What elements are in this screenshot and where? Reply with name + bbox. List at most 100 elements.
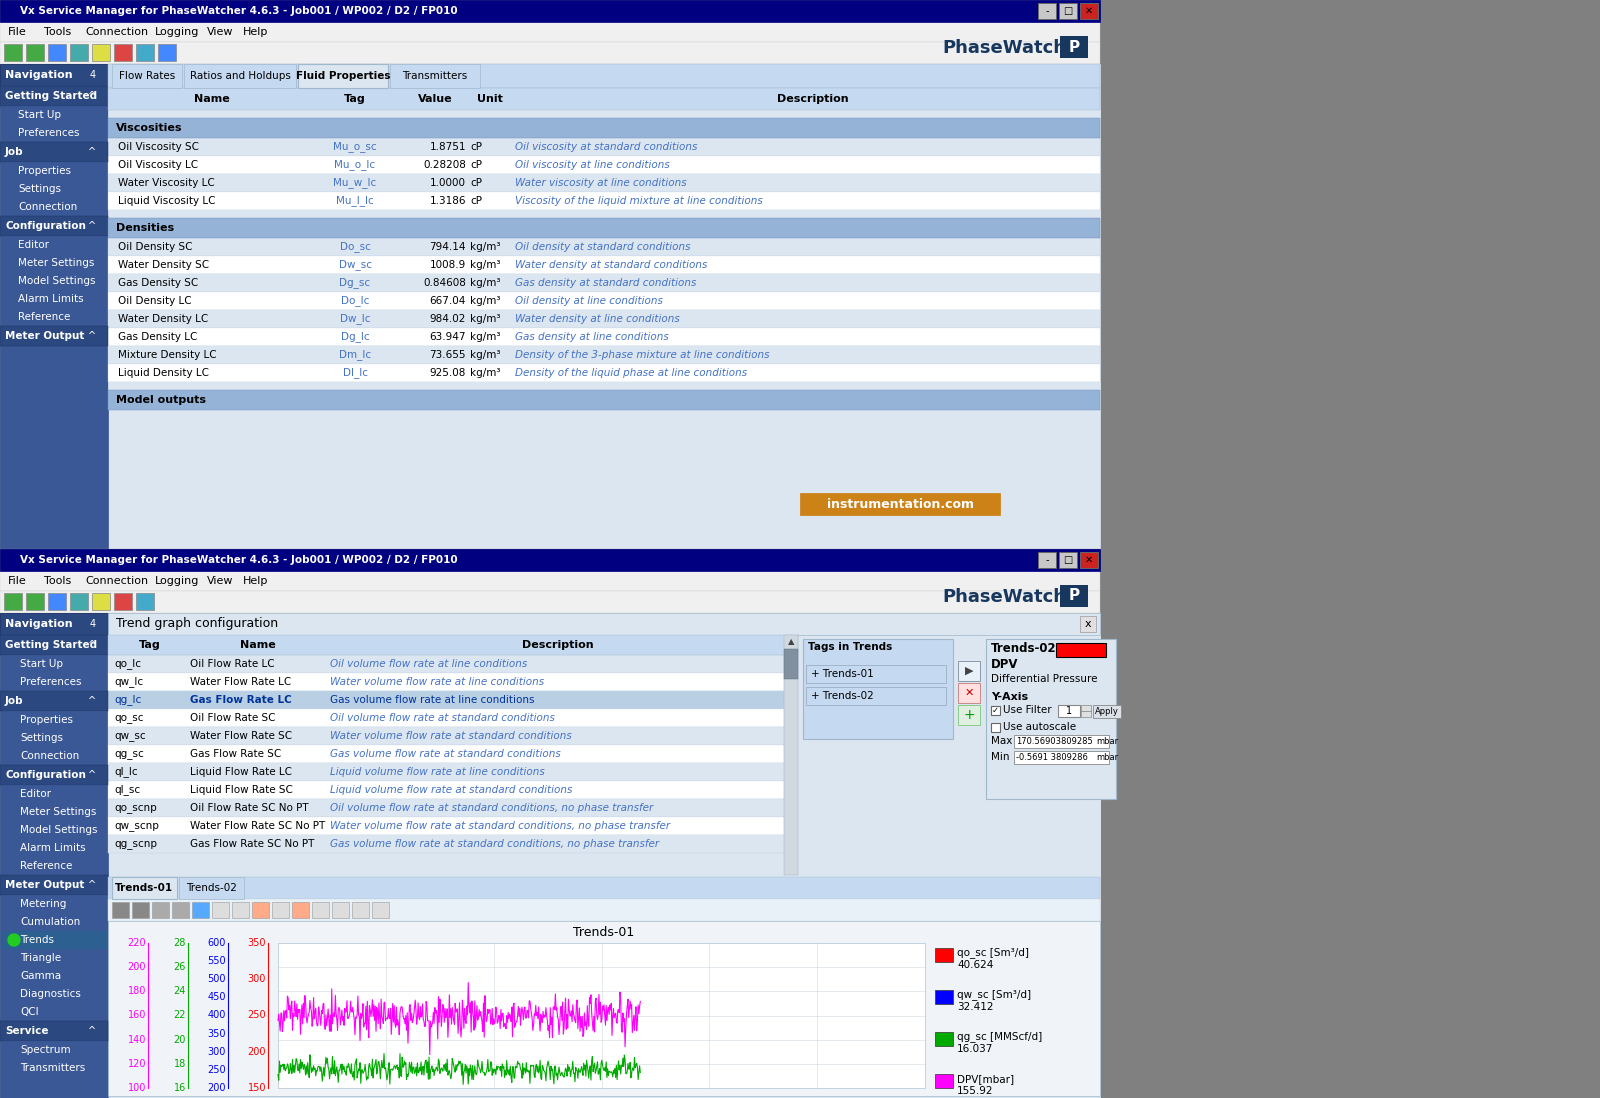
Bar bbox=[158, 44, 176, 61]
Text: qo_sc [Sm³/d]: qo_sc [Sm³/d] bbox=[957, 948, 1029, 959]
Text: Densities: Densities bbox=[115, 223, 174, 233]
Bar bbox=[2, 821, 106, 839]
Text: Oil Flow Rate SC No PT: Oil Flow Rate SC No PT bbox=[190, 803, 309, 813]
Text: Oil viscosity at line conditions: Oil viscosity at line conditions bbox=[515, 160, 670, 170]
Bar bbox=[114, 593, 131, 610]
Text: +: + bbox=[963, 708, 974, 722]
Text: Preferences: Preferences bbox=[19, 677, 82, 687]
Bar bbox=[114, 44, 131, 61]
Text: Water density at line conditions: Water density at line conditions bbox=[515, 314, 680, 324]
Bar bbox=[93, 44, 110, 61]
Text: 1: 1 bbox=[1066, 706, 1072, 716]
Text: Water density at standard conditions: Water density at standard conditions bbox=[515, 260, 707, 270]
Text: Gamma: Gamma bbox=[19, 971, 61, 981]
Text: Water volume flow rate at line conditions: Water volume flow rate at line condition… bbox=[330, 677, 544, 687]
Bar bbox=[109, 613, 1101, 635]
Bar bbox=[2, 309, 106, 326]
Text: Water viscosity at line conditions: Water viscosity at line conditions bbox=[515, 178, 686, 188]
Text: Value: Value bbox=[418, 94, 453, 104]
Bar bbox=[109, 64, 1101, 548]
Bar bbox=[232, 901, 250, 918]
Bar bbox=[784, 649, 798, 679]
Text: Water volume flow rate at standard conditions: Water volume flow rate at standard condi… bbox=[330, 731, 571, 741]
Bar bbox=[0, 0, 1101, 22]
Text: Logging: Logging bbox=[155, 27, 198, 37]
Text: PhaseWatcher: PhaseWatcher bbox=[942, 40, 1088, 57]
Text: cP: cP bbox=[470, 160, 482, 170]
Text: qw_lc: qw_lc bbox=[114, 676, 142, 687]
Text: cP: cP bbox=[470, 178, 482, 188]
Text: Name: Name bbox=[240, 640, 275, 650]
Bar bbox=[48, 44, 66, 61]
Bar bbox=[184, 64, 296, 88]
Text: 140: 140 bbox=[128, 1034, 146, 1044]
Text: View: View bbox=[206, 27, 234, 37]
Text: qw_sc [Sm³/d]: qw_sc [Sm³/d] bbox=[957, 989, 1030, 1000]
Text: 160: 160 bbox=[128, 1010, 146, 1020]
Text: Max: Max bbox=[990, 736, 1013, 746]
Bar bbox=[1082, 705, 1091, 712]
Text: 1.3186: 1.3186 bbox=[429, 197, 466, 206]
Bar bbox=[986, 639, 1117, 799]
Text: DPV[mbar]: DPV[mbar] bbox=[957, 1074, 1014, 1084]
Bar bbox=[112, 877, 178, 899]
Bar bbox=[48, 593, 66, 610]
Bar bbox=[0, 613, 109, 635]
Text: Job: Job bbox=[5, 696, 24, 706]
Text: Navigation: Navigation bbox=[5, 70, 72, 80]
Text: Meter Settings: Meter Settings bbox=[19, 807, 96, 817]
Text: -0.5691 3809286: -0.5691 3809286 bbox=[1016, 752, 1088, 762]
Bar bbox=[2, 858, 106, 875]
Bar bbox=[109, 117, 1101, 138]
Text: □: □ bbox=[1064, 554, 1072, 565]
Text: Differential Pressure: Differential Pressure bbox=[990, 674, 1098, 684]
Text: Water Flow Rate SC: Water Flow Rate SC bbox=[190, 731, 293, 741]
Bar bbox=[1014, 735, 1109, 748]
Text: Liquid Flow Rate SC: Liquid Flow Rate SC bbox=[190, 785, 293, 795]
Text: Meter Output: Meter Output bbox=[5, 879, 85, 890]
Text: Properties: Properties bbox=[19, 715, 74, 725]
Bar bbox=[800, 493, 1000, 515]
Bar bbox=[109, 899, 1101, 921]
Text: Oil density at line conditions: Oil density at line conditions bbox=[515, 296, 662, 306]
Text: 1008.9: 1008.9 bbox=[430, 260, 466, 270]
Text: 0.28208: 0.28208 bbox=[422, 160, 466, 170]
Text: 250: 250 bbox=[208, 1065, 226, 1075]
Text: Trends-02: Trends-02 bbox=[990, 642, 1056, 656]
Bar bbox=[3, 44, 22, 61]
Text: 20: 20 bbox=[174, 1034, 186, 1044]
Bar bbox=[2, 1041, 106, 1058]
Text: 16: 16 bbox=[174, 1083, 186, 1093]
Text: Settings: Settings bbox=[19, 733, 62, 743]
Bar bbox=[990, 722, 1000, 732]
Text: Transmitters: Transmitters bbox=[402, 71, 467, 81]
Text: Do_sc: Do_sc bbox=[339, 242, 371, 253]
Text: qw_sc: qw_sc bbox=[114, 731, 146, 741]
Bar bbox=[2, 914, 106, 931]
Text: Mu_w_lc: Mu_w_lc bbox=[333, 178, 376, 189]
Text: Gas Flow Rate LC: Gas Flow Rate LC bbox=[190, 695, 291, 705]
Text: 450: 450 bbox=[208, 993, 226, 1002]
Bar bbox=[2, 180, 106, 198]
Text: ^: ^ bbox=[88, 770, 96, 780]
Bar bbox=[2, 985, 106, 1002]
Text: ^: ^ bbox=[88, 91, 96, 101]
Text: Connection: Connection bbox=[18, 202, 77, 212]
Text: + Trends-02: + Trends-02 bbox=[811, 691, 874, 701]
Bar bbox=[109, 709, 784, 727]
Text: kg/m³: kg/m³ bbox=[470, 368, 501, 378]
Text: Start Up: Start Up bbox=[18, 110, 61, 120]
Text: Editor: Editor bbox=[19, 789, 51, 799]
Text: File: File bbox=[8, 576, 27, 586]
Bar bbox=[0, 613, 109, 1098]
Bar bbox=[2, 107, 106, 124]
Text: qw_scnp: qw_scnp bbox=[114, 821, 158, 831]
Text: kg/m³: kg/m³ bbox=[470, 296, 501, 306]
Text: Gas volume flow rate at line conditions: Gas volume flow rate at line conditions bbox=[330, 695, 534, 705]
Text: 170.56903809285: 170.56903809285 bbox=[1016, 737, 1093, 746]
Text: Service: Service bbox=[5, 1026, 48, 1037]
Bar bbox=[0, 42, 1101, 64]
Bar bbox=[109, 390, 1101, 410]
Bar bbox=[1059, 36, 1088, 58]
Text: Triangle: Triangle bbox=[19, 953, 61, 963]
